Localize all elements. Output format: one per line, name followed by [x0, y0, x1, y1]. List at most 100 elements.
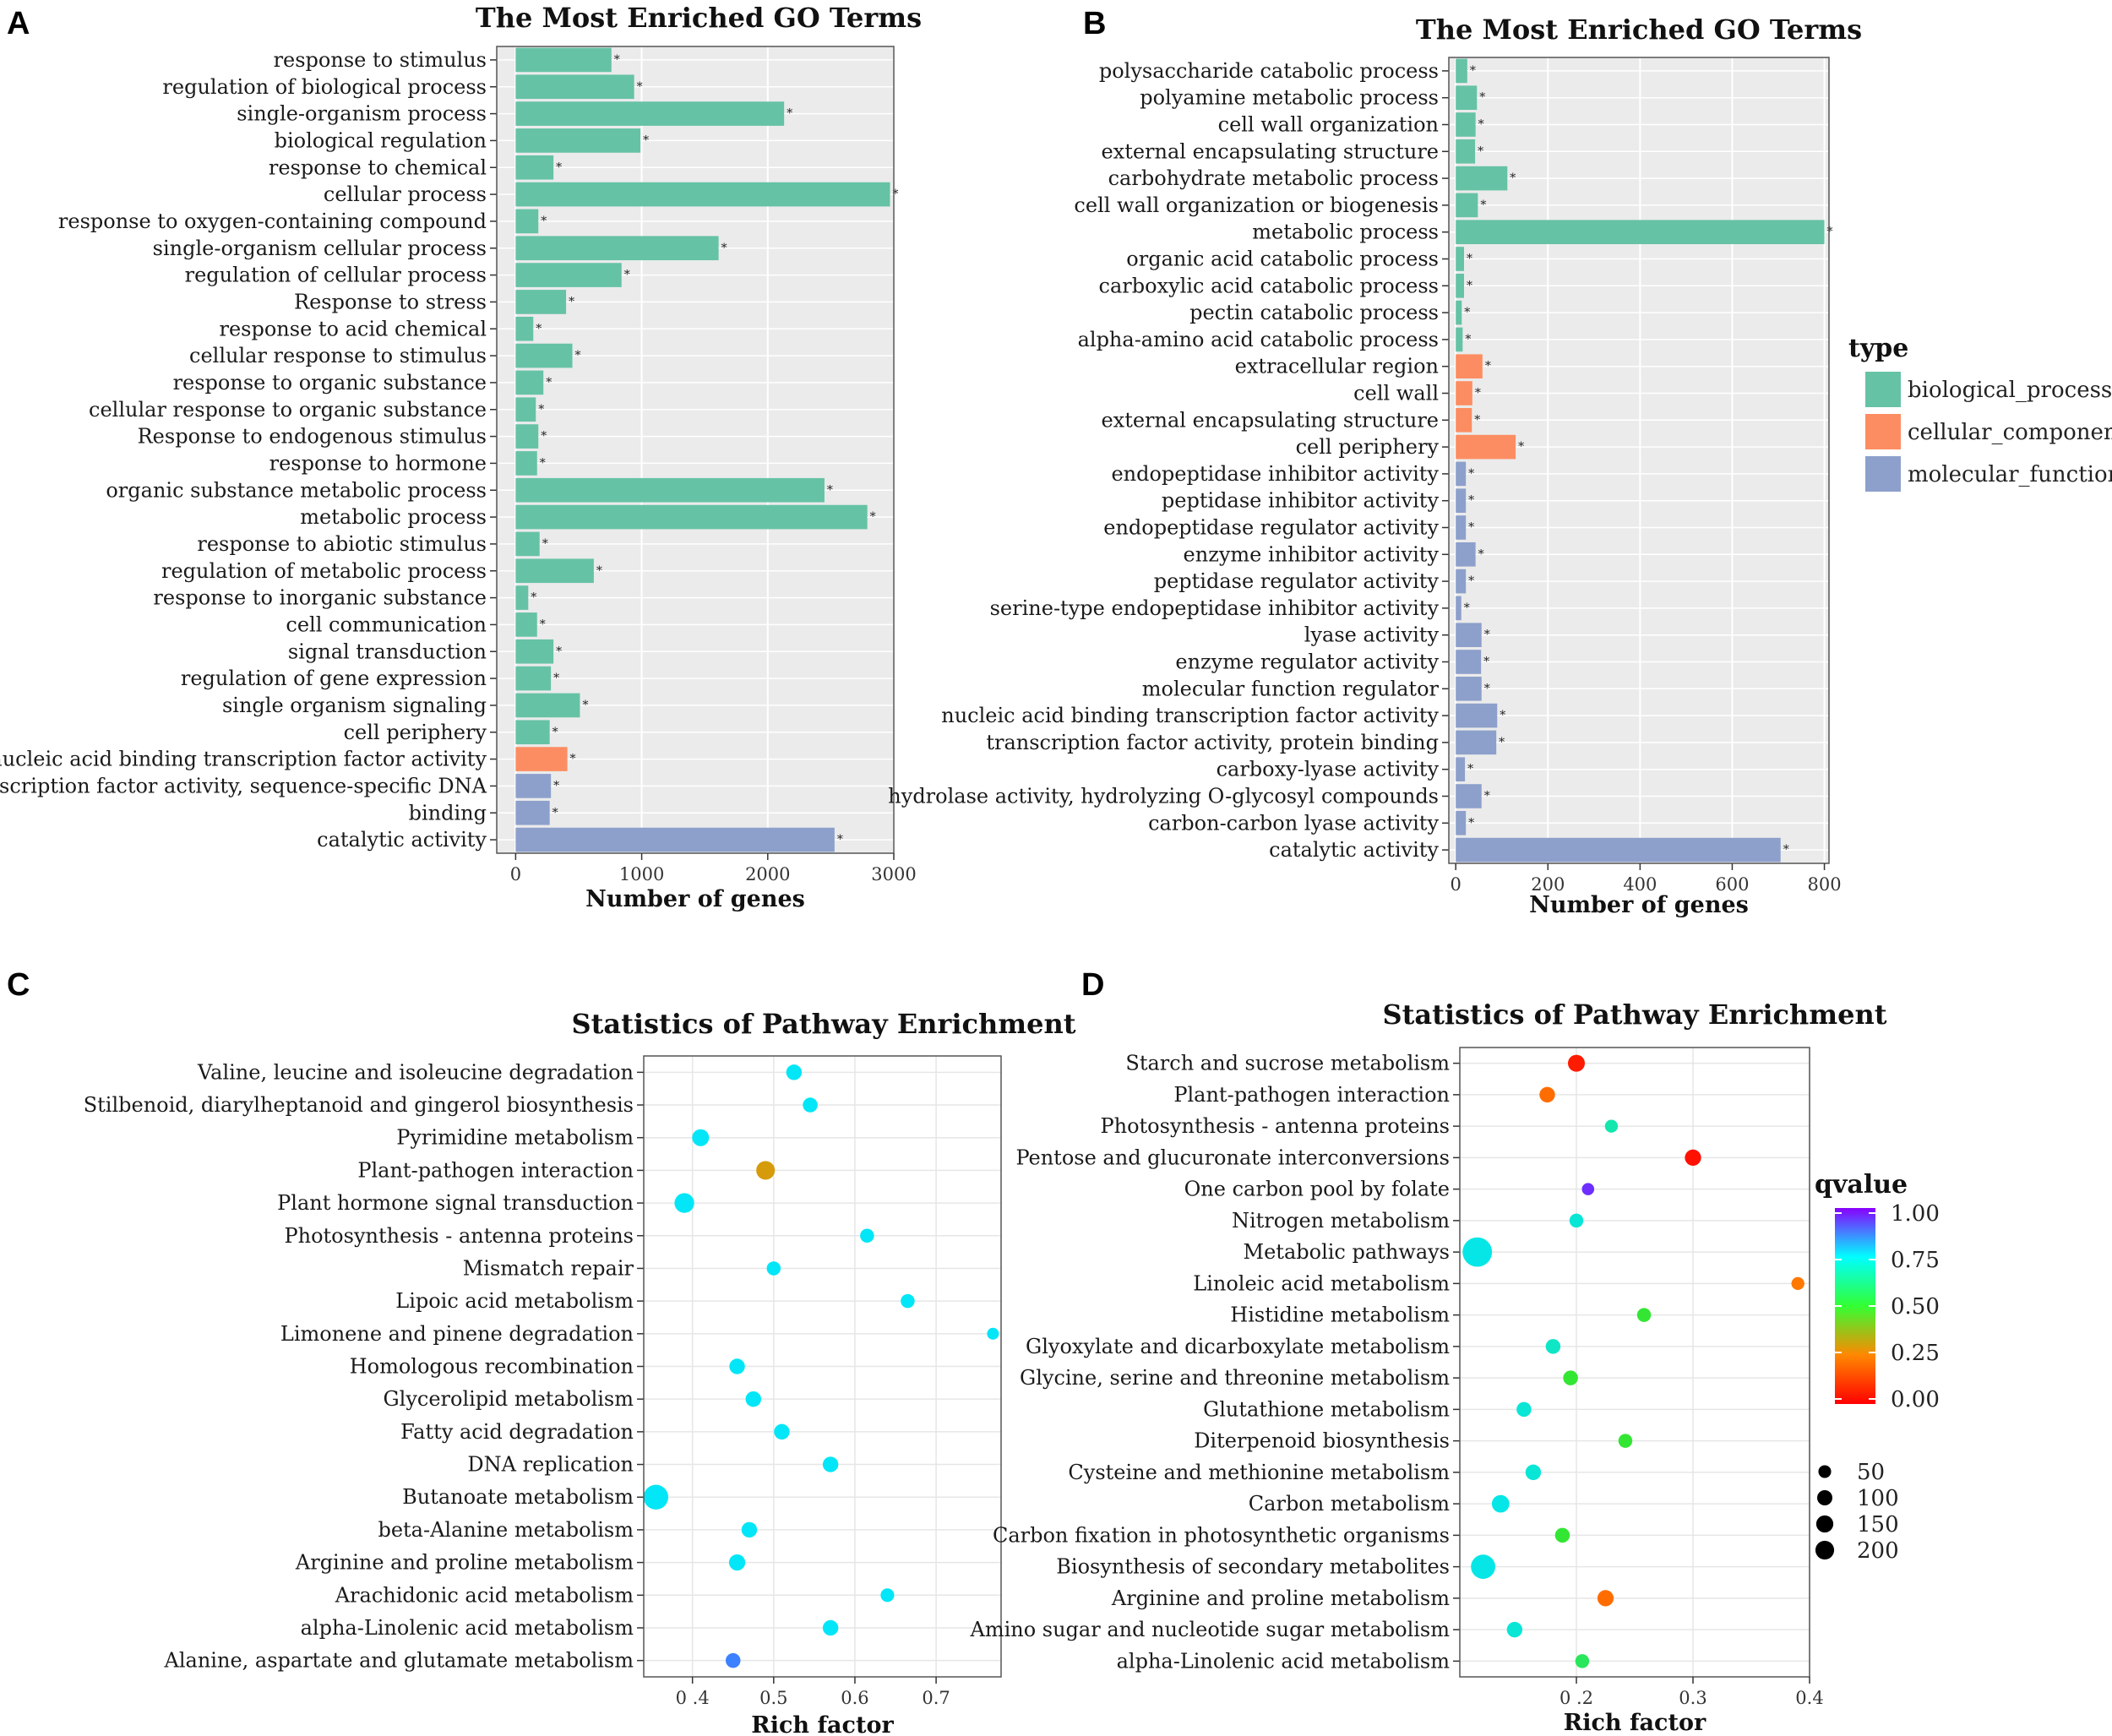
significance-marker: *	[1484, 790, 1490, 803]
significance-marker: *	[643, 133, 649, 147]
data-point	[692, 1129, 710, 1146]
significance-marker: *	[542, 537, 548, 551]
y-tick-label: carbon-carbon lyase activity	[1148, 811, 1439, 835]
significance-marker: *	[1478, 118, 1484, 132]
x-tick-label: 3000	[871, 864, 916, 884]
chart-c: Valine, leucine and isoleucine degradati…	[84, 1008, 1076, 1736]
panel-label-d: D	[1081, 967, 1104, 1003]
chart-title: Statistics of Pathway Enrichment	[571, 1008, 1075, 1040]
significance-marker: *	[1470, 64, 1476, 78]
significance-marker: *	[1464, 306, 1470, 319]
significance-marker: *	[1518, 440, 1524, 454]
bar	[1456, 247, 1464, 271]
panel-label-c: C	[7, 967, 30, 1003]
data-point	[803, 1097, 818, 1113]
significance-marker: *	[556, 161, 562, 174]
bar	[1456, 810, 1467, 835]
data-point	[741, 1521, 758, 1538]
bar	[515, 774, 552, 798]
significance-marker: *	[1467, 279, 1472, 292]
bar	[515, 558, 594, 584]
bar	[1456, 488, 1467, 514]
significance-marker: *	[553, 779, 559, 792]
y-tick-label: Diterpenoid biosynthesis	[1194, 1429, 1450, 1453]
bar	[1456, 784, 1482, 808]
y-tick-label: Homologous recombination	[350, 1355, 634, 1379]
data-point	[1791, 1276, 1804, 1291]
x-tick-label: 200	[1531, 874, 1565, 895]
significance-marker: *	[1500, 709, 1505, 722]
significance-marker: *	[1468, 494, 1474, 508]
legend-label: biological_process	[1908, 378, 2112, 403]
y-tick-label: Glycine, serine and threonine metabolism	[1020, 1366, 1450, 1390]
data-point	[1506, 1621, 1523, 1638]
legend-title: type	[1848, 334, 1908, 363]
significance-marker: *	[1478, 144, 1483, 158]
bar	[515, 343, 573, 368]
data-point	[880, 1588, 895, 1603]
significance-marker: *	[569, 295, 574, 308]
bar	[515, 747, 568, 771]
data-point	[786, 1064, 803, 1080]
y-tick-label: endopeptidase inhibitor activity	[1111, 462, 1439, 486]
color-legend-label: 0.25	[1891, 1341, 1940, 1366]
significance-marker: *	[787, 107, 792, 121]
y-tick-label: catalytic activity	[1269, 838, 1439, 862]
data-point	[1597, 1590, 1614, 1607]
data-point	[822, 1619, 839, 1636]
bar	[1456, 220, 1825, 245]
color-legend-label: 0.75	[1891, 1248, 1940, 1273]
y-tick-label: Carbon fixation in photosynthetic organi…	[993, 1523, 1450, 1547]
y-tick-label: Glutathione metabolism	[1203, 1397, 1450, 1421]
bar	[1456, 461, 1467, 487]
y-tick-label: response to acid chemical	[219, 317, 487, 340]
y-tick-label: cell periphery	[344, 721, 487, 744]
data-point	[1636, 1308, 1652, 1322]
bar	[1456, 676, 1482, 701]
significance-marker: *	[1510, 171, 1516, 185]
bar	[515, 290, 567, 314]
x-tick-label: 2000	[745, 864, 790, 884]
significance-marker: *	[596, 564, 602, 578]
bar	[1456, 515, 1467, 540]
significance-marker: *	[1467, 763, 1473, 776]
y-tick-label: Photosynthesis - antenna proteins	[284, 1224, 634, 1248]
bar	[515, 612, 537, 637]
color-legend-label: 1.00	[1891, 1201, 1940, 1227]
data-point	[1471, 1554, 1496, 1580]
significance-marker: *	[870, 510, 876, 524]
bar	[1456, 407, 1472, 433]
x-tick-label: 0	[1450, 874, 1461, 895]
y-tick-label: regulation of gene expression	[181, 667, 487, 690]
data-point	[1516, 1401, 1532, 1418]
y-tick-label: Glyoxylate and dicarboxylate metabolism	[1026, 1335, 1450, 1358]
significance-marker: *	[552, 726, 558, 739]
x-axis-title: Number of genes	[585, 886, 805, 912]
x-tick-label: 0 .2	[1560, 1688, 1593, 1708]
y-tick-label: beta-Alanine metabolism	[378, 1518, 634, 1542]
y-tick-label: Arginine and proline metabolism	[295, 1551, 634, 1575]
x-tick-label: 600	[1715, 874, 1749, 895]
y-tick-label: One carbon pool by folate	[1184, 1178, 1450, 1201]
chart-b: * polysaccharide catabolic process * polyam…	[888, 14, 2112, 918]
y-tick-label: regulation of cellular process	[185, 264, 487, 287]
bar	[1456, 541, 1476, 567]
y-tick-label: molecular function regulator	[1142, 677, 1440, 700]
y-tick-label: signal transduction	[288, 639, 487, 663]
y-tick-label: response to stimulus	[274, 48, 487, 72]
significance-marker: *	[1483, 656, 1489, 669]
size-legend-dot	[1815, 1540, 1835, 1560]
y-tick-label: Arachidonic acid metabolism	[335, 1583, 634, 1607]
bar	[515, 693, 580, 718]
significance-marker: *	[827, 483, 833, 497]
size-legend-dot	[1817, 1490, 1832, 1505]
significance-marker: *	[540, 618, 546, 631]
y-tick-label: Stilbenoid, diarylheptanoid and gingerol…	[84, 1093, 634, 1117]
significance-marker: *	[570, 753, 576, 766]
significance-marker: *	[1468, 816, 1474, 830]
data-point	[1618, 1434, 1633, 1448]
size-legend-label: 50	[1857, 1460, 1885, 1485]
y-tick-label: organic substance metabolic process	[106, 478, 487, 502]
y-tick-label: lyase activity	[1304, 623, 1440, 647]
